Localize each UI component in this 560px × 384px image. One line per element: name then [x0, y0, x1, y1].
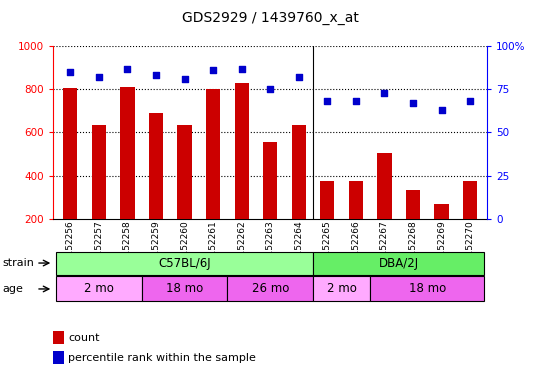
Bar	[178, 125, 192, 262]
Point	[209, 67, 218, 73]
Bar	[227, 276, 313, 301]
Point	[380, 90, 389, 96]
Point	[408, 100, 417, 106]
Point	[152, 73, 161, 79]
Bar	[149, 114, 163, 262]
Bar	[463, 181, 477, 262]
Bar	[63, 88, 77, 262]
Bar	[235, 83, 249, 262]
Text: 18 mo: 18 mo	[166, 283, 203, 295]
Bar	[377, 153, 391, 262]
Point	[294, 74, 303, 80]
Bar	[406, 190, 420, 262]
Bar	[53, 331, 64, 344]
Bar	[435, 204, 449, 262]
Point	[351, 98, 360, 104]
Bar	[56, 252, 313, 275]
Point	[237, 65, 246, 71]
Point	[265, 86, 274, 92]
Bar	[370, 276, 484, 301]
Point	[465, 98, 474, 104]
Point	[95, 74, 104, 80]
Point	[323, 98, 332, 104]
Bar	[120, 87, 134, 262]
Text: 26 mo: 26 mo	[251, 283, 289, 295]
Text: 18 mo: 18 mo	[409, 283, 446, 295]
Bar	[313, 252, 484, 275]
Bar	[263, 142, 277, 262]
Text: 2 mo: 2 mo	[84, 283, 114, 295]
Text: GDS2929 / 1439760_x_at: GDS2929 / 1439760_x_at	[182, 11, 358, 25]
Bar	[92, 125, 106, 262]
Bar	[206, 89, 220, 262]
Text: age: age	[3, 284, 24, 294]
Bar	[320, 181, 334, 262]
Bar	[142, 276, 227, 301]
Text: percentile rank within the sample: percentile rank within the sample	[68, 353, 256, 363]
Bar	[56, 276, 142, 301]
Text: DBA/2J: DBA/2J	[379, 257, 419, 270]
Point	[123, 65, 132, 71]
Point	[437, 107, 446, 113]
Text: C57BL/6J: C57BL/6J	[158, 257, 211, 270]
Text: count: count	[68, 333, 100, 343]
Text: 2 mo: 2 mo	[326, 283, 357, 295]
Bar	[292, 125, 306, 262]
Point	[180, 76, 189, 82]
Bar	[53, 351, 64, 364]
Text: strain: strain	[3, 258, 35, 268]
Bar	[349, 181, 363, 262]
Point	[66, 69, 75, 75]
Bar	[313, 276, 370, 301]
